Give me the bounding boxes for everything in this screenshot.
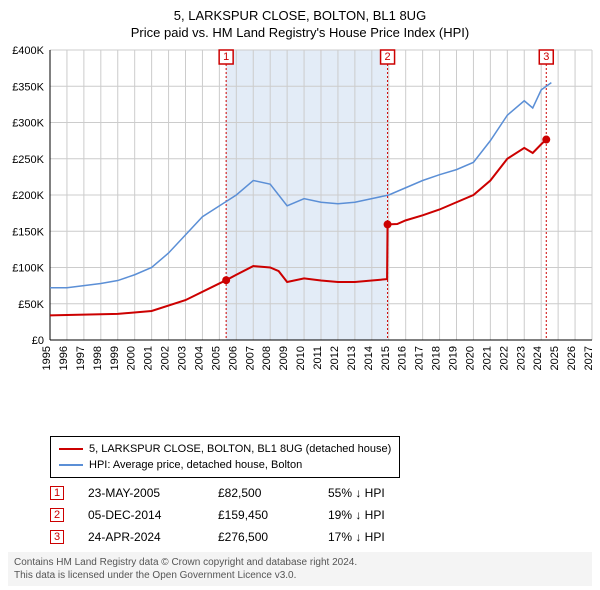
event-price: £159,450 — [218, 508, 328, 522]
svg-text:£50K: £50K — [18, 299, 44, 311]
event-marker-icon: 2 — [50, 508, 64, 522]
event-marker-icon: 3 — [50, 530, 64, 544]
svg-text:£150K: £150K — [12, 226, 44, 238]
legend-item: HPI: Average price, detached house, Bolt… — [59, 457, 391, 473]
svg-text:2026: 2026 — [566, 346, 578, 370]
svg-text:2001: 2001 — [143, 346, 155, 370]
svg-text:2003: 2003 — [177, 346, 189, 370]
event-row: 2 05-DEC-2014 £159,450 19% ↓ HPI — [50, 504, 385, 526]
svg-text:2008: 2008 — [261, 346, 273, 370]
svg-text:1996: 1996 — [58, 346, 70, 370]
svg-text:£200K: £200K — [12, 190, 44, 202]
svg-text:2021: 2021 — [481, 346, 493, 370]
event-marker-icon: 1 — [50, 486, 64, 500]
svg-text:2024: 2024 — [532, 346, 544, 370]
legend-item: 5, LARKSPUR CLOSE, BOLTON, BL1 8UG (deta… — [59, 441, 391, 457]
event-row: 1 23-MAY-2005 £82,500 55% ↓ HPI — [50, 482, 385, 504]
svg-text:2025: 2025 — [549, 346, 561, 370]
svg-text:1999: 1999 — [109, 346, 121, 370]
svg-text:2000: 2000 — [126, 346, 138, 370]
svg-text:2018: 2018 — [431, 346, 443, 370]
event-date: 24-APR-2024 — [88, 530, 218, 544]
svg-text:1997: 1997 — [75, 346, 87, 370]
event-price: £276,500 — [218, 530, 328, 544]
svg-text:2007: 2007 — [244, 346, 256, 370]
svg-text:3: 3 — [543, 51, 549, 63]
svg-text:1998: 1998 — [92, 346, 104, 370]
svg-text:2005: 2005 — [210, 346, 222, 370]
svg-text:2023: 2023 — [515, 346, 527, 370]
svg-text:2006: 2006 — [227, 346, 239, 370]
svg-text:2010: 2010 — [295, 346, 307, 370]
legend-label: 5, LARKSPUR CLOSE, BOLTON, BL1 8UG (deta… — [89, 443, 391, 455]
svg-text:2002: 2002 — [160, 346, 172, 370]
event-row: 3 24-APR-2024 £276,500 17% ↓ HPI — [50, 526, 385, 548]
svg-text:1: 1 — [223, 51, 229, 63]
svg-text:2020: 2020 — [464, 346, 476, 370]
svg-text:2027: 2027 — [583, 346, 595, 370]
svg-text:2: 2 — [385, 51, 391, 63]
svg-text:£300K: £300K — [12, 118, 44, 130]
svg-text:2019: 2019 — [448, 346, 460, 370]
svg-text:2014: 2014 — [363, 346, 375, 370]
svg-text:£350K: £350K — [12, 81, 44, 93]
event-table: 1 23-MAY-2005 £82,500 55% ↓ HPI 2 05-DEC… — [50, 482, 385, 548]
svg-text:£250K: £250K — [12, 154, 44, 166]
event-diff: 19% ↓ HPI — [328, 508, 385, 522]
svg-text:£0: £0 — [32, 335, 44, 347]
legend: 5, LARKSPUR CLOSE, BOLTON, BL1 8UG (deta… — [50, 436, 400, 478]
svg-text:2016: 2016 — [397, 346, 409, 370]
price-chart: £0 £50K £100K £150K £200K £250K £300K £350K £400… — [0, 40, 600, 420]
svg-text:2017: 2017 — [414, 346, 426, 370]
legend-label: HPI: Average price, detached house, Bolt… — [89, 459, 302, 471]
chart-title-line2: Price paid vs. HM Land Registry's House … — [0, 25, 600, 40]
event-date: 23-MAY-2005 — [88, 486, 218, 500]
svg-text:2009: 2009 — [278, 346, 290, 370]
event-diff: 55% ↓ HPI — [328, 486, 385, 500]
svg-text:2012: 2012 — [329, 346, 341, 370]
event-diff: 17% ↓ HPI — [328, 530, 385, 544]
svg-text:1995: 1995 — [41, 346, 53, 370]
svg-text:£400K: £400K — [12, 45, 44, 57]
footer-line: This data is licensed under the Open Gov… — [14, 569, 586, 582]
svg-text:2015: 2015 — [380, 346, 392, 370]
svg-text:2022: 2022 — [498, 346, 510, 370]
event-date: 05-DEC-2014 — [88, 508, 218, 522]
chart-title-line1: 5, LARKSPUR CLOSE, BOLTON, BL1 8UG — [0, 8, 600, 23]
attribution-footer: Contains HM Land Registry data © Crown c… — [8, 552, 592, 586]
footer-line: Contains HM Land Registry data © Crown c… — [14, 556, 586, 569]
svg-text:2004: 2004 — [193, 346, 205, 370]
svg-text:£100K: £100K — [12, 263, 44, 275]
event-price: £82,500 — [218, 486, 328, 500]
svg-text:2011: 2011 — [312, 346, 324, 370]
svg-text:2013: 2013 — [346, 346, 358, 370]
